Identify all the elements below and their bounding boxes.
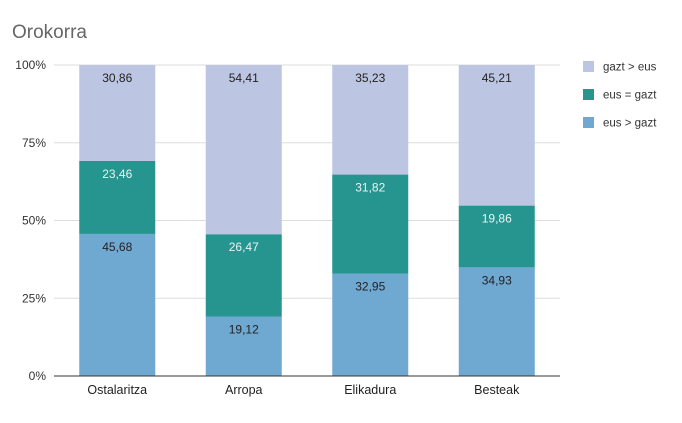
y-tick-label: 0% xyxy=(29,369,47,383)
x-category-label: Ostalaritza xyxy=(87,383,147,397)
legend-swatch xyxy=(583,89,594,100)
legend-swatch xyxy=(583,117,594,128)
legend-item[interactable]: eus = gazt xyxy=(583,89,657,102)
legend-swatch xyxy=(583,61,594,72)
data-label: 19,12 xyxy=(229,323,259,337)
x-category-label: Arropa xyxy=(225,383,263,397)
data-label: 30,86 xyxy=(102,71,132,85)
bar-segment[interactable] xyxy=(458,65,535,206)
x-category-label: Besteak xyxy=(474,383,520,397)
data-label: 54,41 xyxy=(229,71,259,85)
bar-segment[interactable] xyxy=(79,160,156,234)
legend-label: eus > gazt xyxy=(603,118,657,130)
data-labels: 45,68 23,46 30,86 19,12 26,47 54,41 32,95 31,82… xyxy=(102,71,512,337)
y-tick-label: 75% xyxy=(22,136,46,150)
legend-label: gazt > eus xyxy=(603,62,657,74)
y-tick-label: 100% xyxy=(15,58,46,72)
x-category-label: Elikadura xyxy=(344,383,396,397)
bar-segment[interactable] xyxy=(458,205,535,268)
data-label: 31,82 xyxy=(355,181,385,195)
legend-item[interactable]: gazt > eus xyxy=(583,61,657,74)
bar-segment[interactable] xyxy=(205,65,282,235)
x-axis-categories: Ostalaritza Arropa Elikadura Besteak xyxy=(87,383,520,397)
data-label: 45,21 xyxy=(482,71,512,85)
data-label: 45,68 xyxy=(102,240,132,254)
data-label: 19,86 xyxy=(482,212,512,226)
data-label: 35,23 xyxy=(355,71,385,85)
legend[interactable]: gazt > eus eus = gazt eus > gazt xyxy=(583,61,657,130)
data-label: 26,47 xyxy=(229,240,259,254)
bar-segment[interactable] xyxy=(205,316,282,376)
bar-segment[interactable] xyxy=(332,273,409,376)
y-axis-ticks: 0% 25% 50% 75% 100% xyxy=(15,58,46,383)
bar-segment[interactable] xyxy=(332,65,409,175)
bar-segment[interactable] xyxy=(205,234,282,317)
bars xyxy=(79,65,535,376)
data-label: 32,95 xyxy=(355,280,385,294)
y-tick-label: 25% xyxy=(22,291,46,305)
legend-item[interactable]: eus > gazt xyxy=(583,117,657,130)
chart-title: Orokorra xyxy=(12,22,87,43)
legend-label: eus = gazt xyxy=(603,90,657,102)
bar-segment[interactable] xyxy=(458,267,535,376)
data-label: 34,93 xyxy=(482,273,512,287)
bar-segment[interactable] xyxy=(332,174,409,274)
data-label: 23,46 xyxy=(102,167,132,181)
bar-segment[interactable] xyxy=(79,233,156,376)
y-tick-label: 50% xyxy=(22,214,46,228)
bar-segment[interactable] xyxy=(79,65,156,161)
